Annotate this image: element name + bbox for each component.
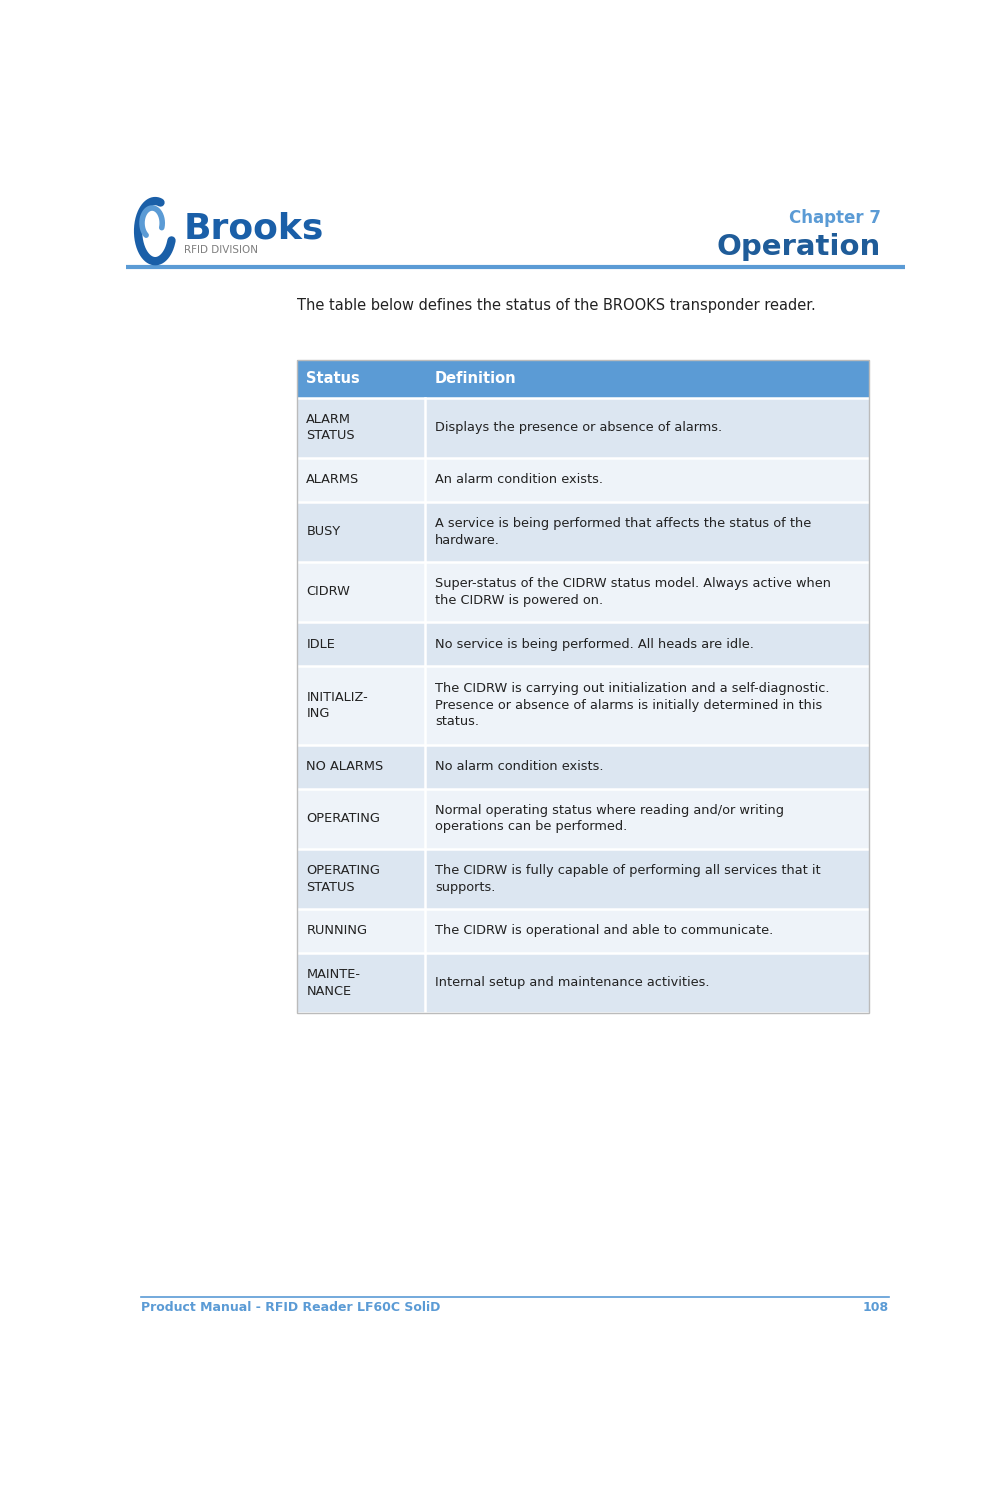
Bar [297,398,869,458]
Text: The CIDRW is operational and able to communicate.: The CIDRW is operational and able to com… [435,924,773,937]
Text: Chapter 7: Chapter 7 [789,209,881,227]
Text: No alarm condition exists.: No alarm condition exists. [435,760,603,774]
Text: ALARMS: ALARMS [307,473,360,487]
Text: Internal setup and maintenance activities.: Internal setup and maintenance activitie… [435,976,710,990]
Bar [297,952,869,1012]
Text: 108: 108 [863,1301,889,1314]
Text: Brooks: Brooks [184,212,325,246]
Text: The CIDRW is carrying out initialization and a self-diagnostic.
Presence or abse: The CIDRW is carrying out initialization… [435,682,829,728]
Bar [297,665,869,745]
Text: Definition: Definition [435,371,517,386]
Text: CIDRW: CIDRW [307,586,350,598]
Bar [297,359,869,398]
Text: Displays the presence or absence of alarms.: Displays the presence or absence of alar… [435,421,722,434]
Text: Super-status of the CIDRW status model. Always active when
the CIDRW is powered : Super-status of the CIDRW status model. … [435,577,831,607]
Text: IDLE: IDLE [307,637,336,650]
Text: The CIDRW is fully capable of performing all services that it
supports.: The CIDRW is fully capable of performing… [435,864,820,894]
Text: OPERATING: OPERATING [307,813,380,825]
Bar [297,359,869,1012]
Text: Normal operating status where reading and/or writing
operations can be performed: Normal operating status where reading an… [435,804,784,834]
Bar [297,789,869,849]
Text: No service is being performed. All heads are idle.: No service is being performed. All heads… [435,637,754,650]
Text: BUSY: BUSY [307,526,341,538]
Bar [297,502,869,562]
Text: The table below defines the status of the BROOKS transponder reader.: The table below defines the status of th… [297,299,816,314]
Text: MAINTE-
NANCE: MAINTE- NANCE [307,969,361,997]
Bar [297,849,869,909]
Bar [297,622,869,665]
Bar [297,458,869,502]
Text: NO ALARMS: NO ALARMS [307,760,384,774]
Bar [297,745,869,789]
Text: Operation: Operation [717,233,881,261]
Text: INITIALIZ-
ING: INITIALIZ- ING [307,691,368,719]
Text: OPERATING
STATUS: OPERATING STATUS [307,864,380,894]
Text: RFID DIVISION: RFID DIVISION [184,245,258,255]
Bar [297,909,869,952]
Text: RUNNING: RUNNING [307,924,367,937]
Text: ALARM
STATUS: ALARM STATUS [307,413,355,443]
Text: A service is being performed that affects the status of the
hardware.: A service is being performed that affect… [435,517,811,547]
Text: An alarm condition exists.: An alarm condition exists. [435,473,603,487]
Text: Product Manual - RFID Reader LF60C SoliD: Product Manual - RFID Reader LF60C SoliD [141,1301,440,1314]
Text: Status: Status [307,371,360,386]
Bar [297,562,869,622]
